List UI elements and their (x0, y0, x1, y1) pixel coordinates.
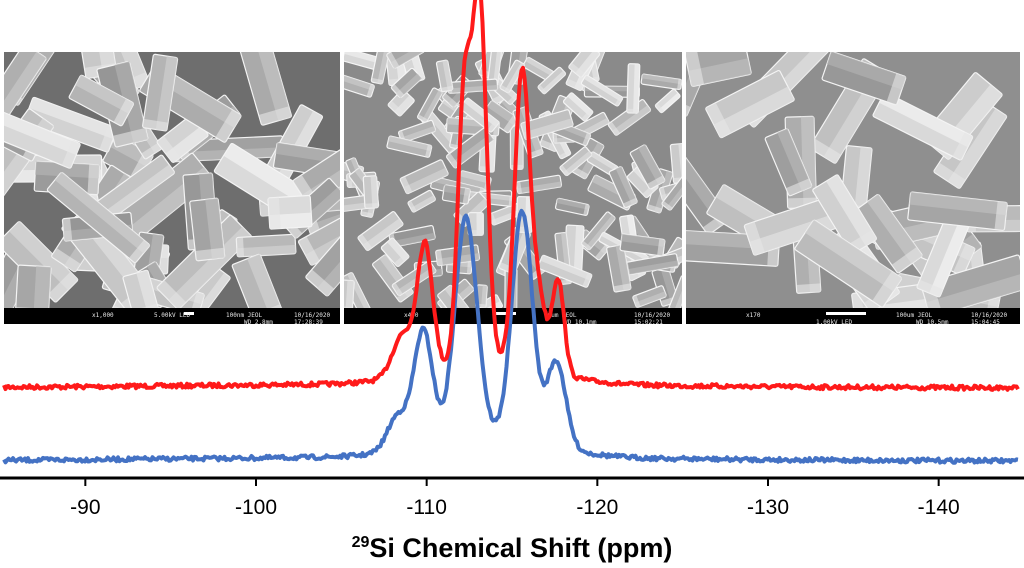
sem-image-1-infobar: x1,000 5.00kV LED 100nm JEOL WD 2.8mm 10… (4, 308, 340, 324)
sem-image-3: x170 1.00kV LED 100um JEOL WD 10.5mm 10/… (686, 52, 1020, 324)
sem-image-2-scale: 10um JEOL (544, 312, 577, 319)
x-axis-label-superscript: 29 (352, 534, 370, 551)
x-tick-label: -120 (576, 496, 618, 519)
sem-image-3-mag: x170 (746, 312, 761, 319)
sem-image-1-wd: WD 2.8mm (244, 319, 273, 324)
x-axis-label-text: Si Chemical Shift (ppm) (369, 533, 672, 563)
x-tick-label: -110 (406, 496, 446, 519)
sem-image-1: x1,000 5.00kV LED 100nm JEOL WD 2.8mm 10… (4, 52, 340, 324)
sem-image-2: x400 10um JEOL WD 10.1mm 10/16/2020 15:0… (344, 52, 682, 324)
sem-image-3-scalebar (826, 312, 866, 315)
sem-image-2-infobar: x400 10um JEOL WD 10.1mm 10/16/2020 15:0… (344, 308, 682, 324)
sem-image-1-crystals (4, 52, 340, 324)
blue-spectrum-line (2, 208, 1019, 465)
sem-image-3-date: 10/16/2020 (971, 312, 1008, 319)
sem-image-3-infobar: x170 1.00kV LED 100um JEOL WD 10.5mm 10/… (686, 308, 1020, 324)
x-tick-label: -100 (235, 496, 277, 519)
sem-image-3-wd: WD 10.5mm (916, 319, 949, 324)
x-tick-label: -90 (70, 496, 100, 519)
sem-image-1-date: 10/16/2020 (294, 312, 331, 319)
x-tick-label: -130 (747, 496, 789, 519)
sem-image-1-mag: x1,000 (92, 312, 114, 319)
sem-image-2-date: 10/16/2020 (634, 312, 671, 319)
sem-image-1-scalebar (184, 312, 194, 315)
sem-image-3-voltage: 1.00kV LED (816, 319, 853, 324)
sem-image-2-wd: WD 10.1mm (564, 319, 597, 324)
sem-image-3-crystals (686, 52, 1020, 324)
x-tick-label: -140 (918, 496, 960, 519)
sem-image-1-voltage: 5.00kV LED (154, 312, 191, 319)
x-axis-label: 29Si Chemical Shift (ppm) (352, 533, 673, 563)
red-spectrum-line (2, 0, 1020, 392)
sem-image-3-time: 15:04:45 (971, 319, 1000, 324)
sem-image-2-scalebar (494, 312, 516, 315)
sem-image-3-scale: 100um JEOL (896, 312, 933, 319)
sem-image-1-time: 17:28:39 (294, 319, 323, 324)
sem-image-2-crystals (344, 52, 682, 324)
sem-image-1-scale: 100nm JEOL (226, 312, 263, 319)
sem-image-2-time: 15:02:21 (634, 319, 663, 324)
